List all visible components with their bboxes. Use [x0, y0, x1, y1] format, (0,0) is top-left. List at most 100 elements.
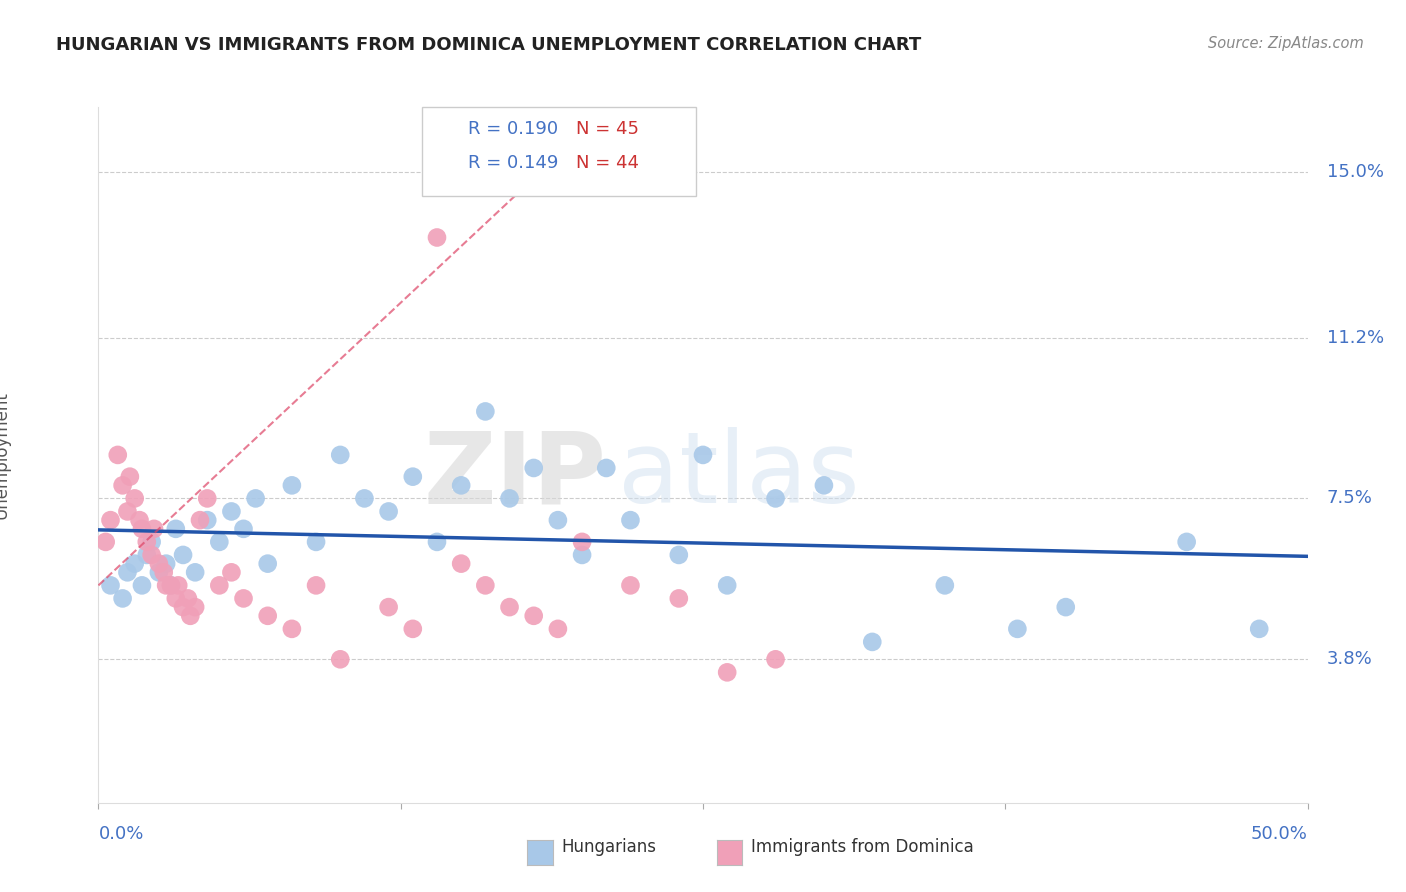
Point [245, 491, 267, 506]
Point [281, 478, 304, 492]
Point [124, 491, 146, 506]
Point [208, 534, 231, 549]
Text: 3.8%: 3.8% [1327, 650, 1372, 668]
Point [353, 491, 375, 506]
Point [221, 566, 243, 580]
Point [450, 478, 472, 492]
Point [184, 566, 207, 580]
Point [426, 230, 449, 244]
Point [571, 534, 593, 549]
Point [221, 504, 243, 518]
Text: Source: ZipAtlas.com: Source: ZipAtlas.com [1208, 36, 1364, 51]
Point [155, 557, 177, 571]
Point [188, 513, 211, 527]
Point [692, 448, 714, 462]
Text: 11.2%: 11.2% [1327, 328, 1384, 346]
Point [148, 557, 170, 571]
Point [619, 578, 641, 592]
Point [128, 513, 150, 527]
Text: N = 44: N = 44 [576, 154, 640, 172]
Point [377, 504, 399, 518]
Point [571, 548, 593, 562]
Point [160, 578, 183, 592]
Point [184, 600, 207, 615]
Text: R = 0.149: R = 0.149 [468, 154, 558, 172]
Point [117, 504, 139, 518]
Point [117, 566, 139, 580]
Point [179, 608, 201, 623]
Point [100, 578, 122, 592]
Point [547, 622, 569, 636]
Point [765, 652, 787, 666]
Point [1249, 622, 1271, 636]
Point [131, 522, 153, 536]
Point [1007, 622, 1029, 636]
Point [148, 566, 170, 580]
Point [716, 578, 738, 592]
Point [167, 578, 190, 592]
Point [160, 578, 183, 592]
Point [329, 448, 352, 462]
Text: 0.0%: 0.0% [98, 824, 143, 843]
Text: 15.0%: 15.0% [1327, 163, 1384, 181]
Point [94, 534, 117, 549]
Text: HUNGARIAN VS IMMIGRANTS FROM DOMINICA UNEMPLOYMENT CORRELATION CHART: HUNGARIAN VS IMMIGRANTS FROM DOMINICA UN… [56, 36, 921, 54]
Point [402, 469, 425, 483]
Point [765, 491, 787, 506]
Point [668, 548, 690, 562]
Point [281, 622, 304, 636]
Point [1175, 534, 1198, 549]
Point [100, 513, 122, 527]
Point [143, 522, 166, 536]
Point [474, 404, 496, 418]
Point [934, 578, 956, 592]
Point [111, 478, 134, 492]
Point [1054, 600, 1077, 615]
Point [716, 665, 738, 680]
Point [195, 491, 218, 506]
Point [474, 578, 496, 592]
Text: Unemployment: Unemployment [0, 391, 11, 519]
Point [107, 448, 129, 462]
Point [118, 469, 141, 483]
Point [172, 600, 194, 615]
Point [498, 600, 520, 615]
Point [165, 591, 187, 606]
Text: R = 0.190: R = 0.190 [468, 120, 558, 138]
Point [595, 461, 617, 475]
Text: ZIP: ZIP [423, 427, 606, 524]
Point [141, 548, 163, 562]
Point [547, 513, 569, 527]
Point [377, 600, 399, 615]
Text: 7.5%: 7.5% [1327, 490, 1372, 508]
Point [111, 591, 134, 606]
Point [256, 608, 278, 623]
Point [195, 513, 218, 527]
Point [208, 578, 231, 592]
Point [523, 461, 546, 475]
Point [124, 557, 146, 571]
Point [152, 566, 174, 580]
Point [135, 548, 157, 562]
Text: N = 45: N = 45 [576, 120, 640, 138]
Point [232, 591, 254, 606]
Point [131, 578, 153, 592]
Text: Immigrants from Dominica: Immigrants from Dominica [751, 838, 973, 856]
Point [813, 478, 835, 492]
Point [426, 534, 449, 549]
Point [135, 534, 157, 549]
Text: 50.0%: 50.0% [1251, 824, 1308, 843]
Point [523, 608, 546, 623]
Point [450, 557, 472, 571]
Point [165, 522, 187, 536]
Point [329, 652, 352, 666]
Point [619, 513, 641, 527]
Text: atlas: atlas [619, 427, 860, 524]
Point [305, 578, 328, 592]
Point [402, 622, 425, 636]
Point [256, 557, 278, 571]
Point [172, 548, 194, 562]
Point [305, 534, 328, 549]
Point [141, 534, 163, 549]
Point [232, 522, 254, 536]
